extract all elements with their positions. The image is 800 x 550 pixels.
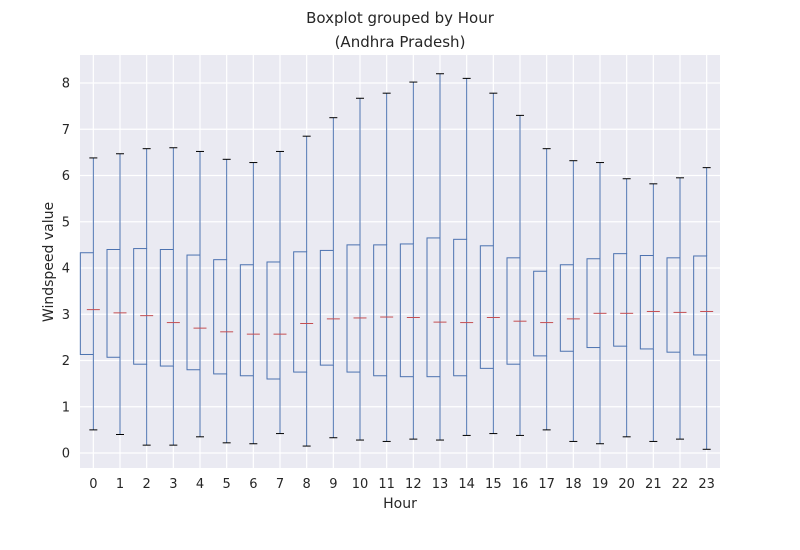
box-group — [586, 162, 607, 445]
x-tick-label: 5 — [223, 477, 231, 492]
y-tick-label: 1 — [62, 400, 70, 415]
x-tick-label: 3 — [169, 477, 177, 492]
box-group — [213, 158, 234, 444]
x-tick-labels: 0 1 2 3 4 5 6 7 8 9 10 11 12 13 14 15 16 17 18 19 20 21 22 23 — [89, 477, 715, 492]
box — [239, 264, 254, 377]
x-tick-label: 4 — [196, 477, 204, 492]
box — [666, 257, 681, 353]
x-tick-label: 17 — [538, 477, 555, 492]
x-tick-label: 1 — [116, 477, 124, 492]
y-tick-label: 3 — [62, 308, 70, 323]
chart-subtitle: (Andhra Pradesh) — [335, 33, 466, 51]
box — [266, 261, 281, 380]
y-tick-label: 2 — [62, 354, 70, 369]
box-group — [133, 148, 154, 446]
box — [506, 257, 521, 365]
y-tick-label: 5 — [62, 215, 70, 230]
boxes-layer — [79, 73, 714, 450]
box-group — [293, 135, 314, 447]
box — [293, 251, 308, 373]
x-tick-label: 22 — [672, 477, 689, 492]
x-tick-label: 6 — [249, 477, 257, 492]
x-tick-label: 21 — [645, 477, 662, 492]
x-tick-label: 19 — [592, 477, 609, 492]
box-group — [693, 167, 714, 450]
x-tick-label: 18 — [565, 477, 582, 492]
box — [533, 270, 548, 357]
x-tick-label: 12 — [405, 477, 422, 492]
box — [373, 244, 388, 377]
box — [106, 249, 121, 358]
x-tick-label: 13 — [432, 477, 449, 492]
box-group — [186, 150, 207, 438]
box-group — [159, 147, 180, 446]
y-tick-label: 8 — [62, 77, 70, 92]
box-group — [666, 177, 687, 440]
box-group — [79, 157, 100, 431]
box-group — [346, 97, 367, 441]
box — [479, 245, 494, 369]
box-group — [426, 73, 447, 441]
box — [693, 255, 708, 356]
box — [453, 238, 468, 377]
box-group — [319, 117, 340, 439]
box — [426, 237, 441, 378]
box-group — [106, 153, 127, 435]
box-group — [266, 150, 287, 435]
box — [559, 264, 574, 352]
x-tick-label: 7 — [276, 477, 284, 492]
box — [639, 255, 654, 350]
box-group — [453, 77, 474, 436]
x-tick-label: 8 — [303, 477, 311, 492]
box-group — [559, 160, 580, 442]
box-group — [399, 81, 420, 440]
x-tick-label: 15 — [485, 477, 502, 492]
x-tick-label: 23 — [698, 477, 715, 492]
x-tick-label: 16 — [512, 477, 529, 492]
box — [319, 249, 334, 366]
box — [399, 243, 414, 378]
x-tick-label: 0 — [89, 477, 97, 492]
box — [79, 252, 94, 355]
y-axis-label: Windspeed value — [41, 202, 57, 322]
y-tick-label: 6 — [62, 169, 70, 184]
box — [346, 244, 361, 373]
y-tick-label: 4 — [62, 262, 70, 277]
box-group — [613, 178, 634, 438]
y-tick-labels: 0 1 2 3 4 5 6 7 8 — [62, 77, 70, 462]
box — [213, 259, 228, 375]
x-tick-label: 11 — [378, 477, 395, 492]
box-group — [506, 114, 527, 436]
box-group — [479, 92, 500, 435]
box — [586, 258, 601, 349]
x-tick-label: 2 — [143, 477, 151, 492]
chart-title: Boxplot grouped by Hour — [306, 9, 495, 27]
box-group — [639, 183, 660, 442]
box — [613, 253, 628, 347]
x-tick-label: 9 — [329, 477, 337, 492]
box — [186, 254, 201, 371]
x-axis-label: Hour — [383, 496, 417, 512]
box — [133, 248, 148, 365]
x-tick-label: 10 — [352, 477, 369, 492]
y-tick-label: 7 — [62, 123, 70, 138]
box — [159, 249, 174, 367]
box-group — [533, 148, 554, 431]
y-tick-label: 0 — [62, 447, 70, 462]
x-tick-label: 14 — [458, 477, 475, 492]
box-group — [373, 92, 394, 442]
x-tick-label: 20 — [618, 477, 635, 492]
box-group — [239, 162, 260, 445]
